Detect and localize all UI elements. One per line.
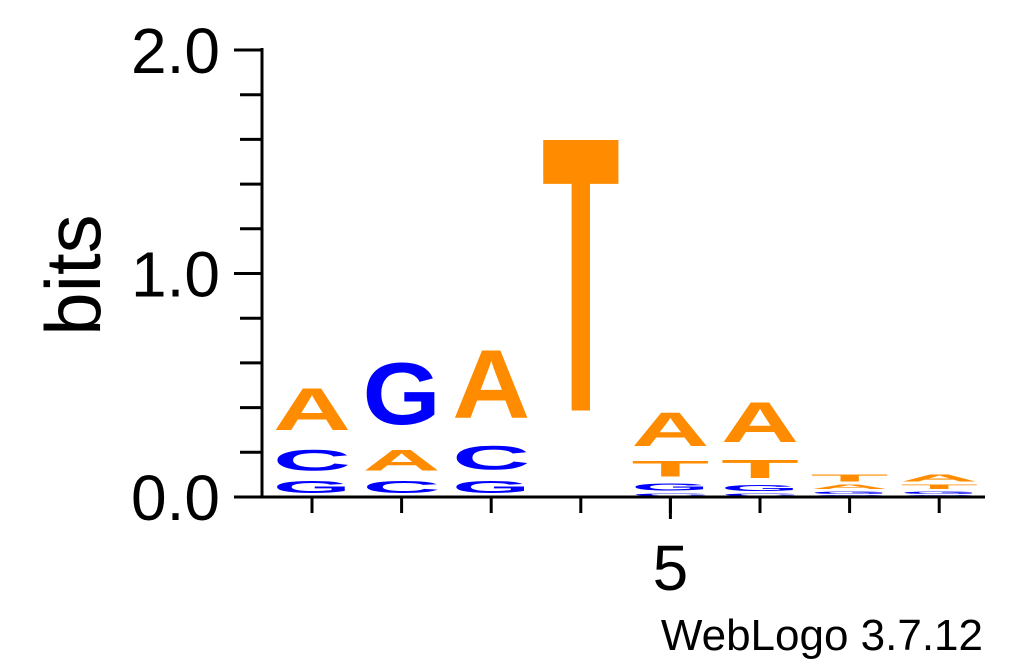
logo-letter-a: A bbox=[721, 390, 799, 454]
logo-letter-g: G bbox=[631, 482, 709, 493]
logo-letter-t: T bbox=[631, 457, 709, 481]
logo-letter-c: C bbox=[363, 477, 441, 497]
logo-letter-stacks: GCACAGGCATCGTACGTACGATCGTA bbox=[273, 54, 978, 497]
logo-letter-g: G bbox=[363, 345, 441, 443]
x-tick-label: 5 bbox=[653, 532, 689, 604]
logo-letter-g: G bbox=[721, 484, 799, 493]
axes: 0.0 1.0 2.0 5 bbox=[131, 15, 985, 604]
logo-letter-a: A bbox=[452, 329, 530, 438]
credit-label: WebLogo 3.7.12 bbox=[661, 611, 983, 660]
logo-letter-c: C bbox=[452, 439, 530, 477]
logo-letter-g: G bbox=[900, 490, 978, 494]
logo-letter-c: C bbox=[631, 493, 709, 497]
logo-letter-a: A bbox=[631, 403, 709, 457]
logo-letter-t: T bbox=[542, 54, 620, 494]
logo-letter-c: C bbox=[273, 443, 351, 477]
logo-letter-a: A bbox=[273, 376, 351, 443]
logo-letter-g: G bbox=[452, 477, 530, 497]
logo-letter-t: T bbox=[900, 484, 978, 491]
y-tick-label: 0.0 bbox=[131, 462, 220, 534]
logo-letter-t: T bbox=[721, 455, 799, 484]
y-tick-label: 2.0 bbox=[131, 15, 220, 87]
logo-letter-c: C bbox=[721, 493, 799, 497]
y-axis-label: bits bbox=[29, 214, 117, 335]
logo-letter-a: A bbox=[811, 484, 889, 491]
logo-letter-a: A bbox=[363, 443, 441, 477]
logo-letter-g: G bbox=[273, 477, 351, 497]
logo-letter-t: T bbox=[811, 472, 889, 483]
y-tick-label: 1.0 bbox=[131, 239, 220, 311]
logo-letter-g: G bbox=[811, 490, 889, 494]
logo-letter-a: A bbox=[900, 473, 978, 484]
